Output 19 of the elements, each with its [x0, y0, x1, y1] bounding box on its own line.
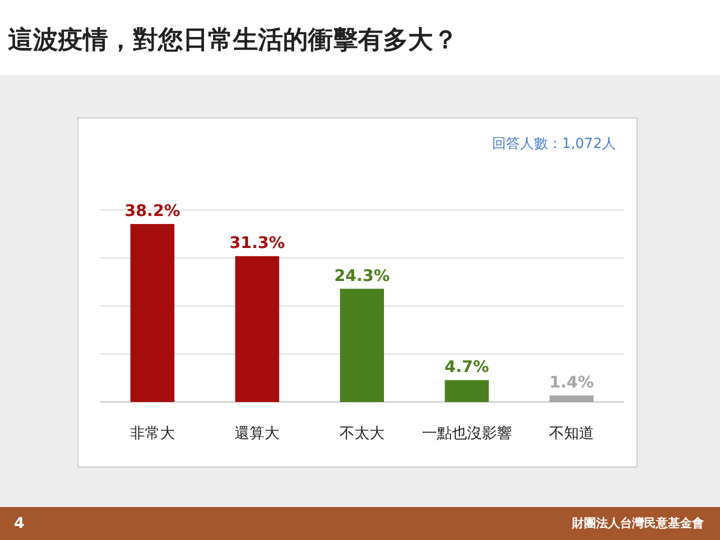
bar — [235, 256, 280, 402]
data-label: 31.3% — [229, 233, 285, 252]
chart-title: 這波疫情，對您日常生活的衝擊有多大？ — [8, 25, 458, 54]
data-label: 24.3% — [334, 266, 390, 285]
x-tick-label: 一點也沒影響 — [422, 424, 512, 442]
data-label: 4.7% — [444, 357, 489, 376]
x-tick-label: 還算大 — [234, 424, 280, 442]
bar — [444, 380, 489, 402]
text: 4 — [14, 514, 24, 532]
x-tick-label: 不太大 — [340, 424, 384, 442]
x-tick-label: 非常大 — [130, 424, 175, 442]
bar — [550, 395, 594, 402]
bar — [130, 224, 174, 402]
data-label: 38.2% — [124, 201, 180, 220]
x-tick-label: 不知道 — [549, 424, 594, 442]
data-label: 1.4% — [549, 372, 594, 392]
bar — [340, 288, 384, 402]
text: 財團法人台灣民意基金會 — [571, 516, 704, 530]
text: 回答人數：1,072人 — [492, 136, 616, 152]
